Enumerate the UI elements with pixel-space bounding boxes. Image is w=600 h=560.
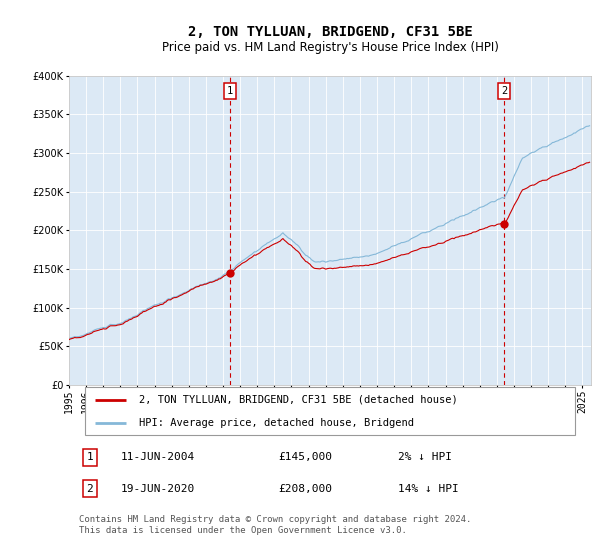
Text: 2, TON TYLLUAN, BRIDGEND, CF31 5BE (detached house): 2, TON TYLLUAN, BRIDGEND, CF31 5BE (deta… bbox=[139, 395, 458, 405]
Text: 2, TON TYLLUAN, BRIDGEND, CF31 5BE: 2, TON TYLLUAN, BRIDGEND, CF31 5BE bbox=[188, 26, 472, 39]
Text: 14% ↓ HPI: 14% ↓ HPI bbox=[398, 484, 458, 494]
Text: 2: 2 bbox=[86, 484, 93, 494]
Text: 1: 1 bbox=[86, 452, 93, 463]
Text: Price paid vs. HM Land Registry's House Price Index (HPI): Price paid vs. HM Land Registry's House … bbox=[161, 40, 499, 54]
Text: 19-JUN-2020: 19-JUN-2020 bbox=[121, 484, 196, 494]
Text: HPI: Average price, detached house, Bridgend: HPI: Average price, detached house, Brid… bbox=[139, 418, 415, 428]
Text: 2% ↓ HPI: 2% ↓ HPI bbox=[398, 452, 452, 463]
Text: 1: 1 bbox=[227, 86, 233, 96]
Text: 2: 2 bbox=[501, 86, 507, 96]
FancyBboxPatch shape bbox=[85, 387, 575, 435]
Text: £145,000: £145,000 bbox=[278, 452, 332, 463]
Text: 11-JUN-2004: 11-JUN-2004 bbox=[121, 452, 196, 463]
Text: Contains HM Land Registry data © Crown copyright and database right 2024.
This d: Contains HM Land Registry data © Crown c… bbox=[79, 515, 472, 535]
Text: £208,000: £208,000 bbox=[278, 484, 332, 494]
